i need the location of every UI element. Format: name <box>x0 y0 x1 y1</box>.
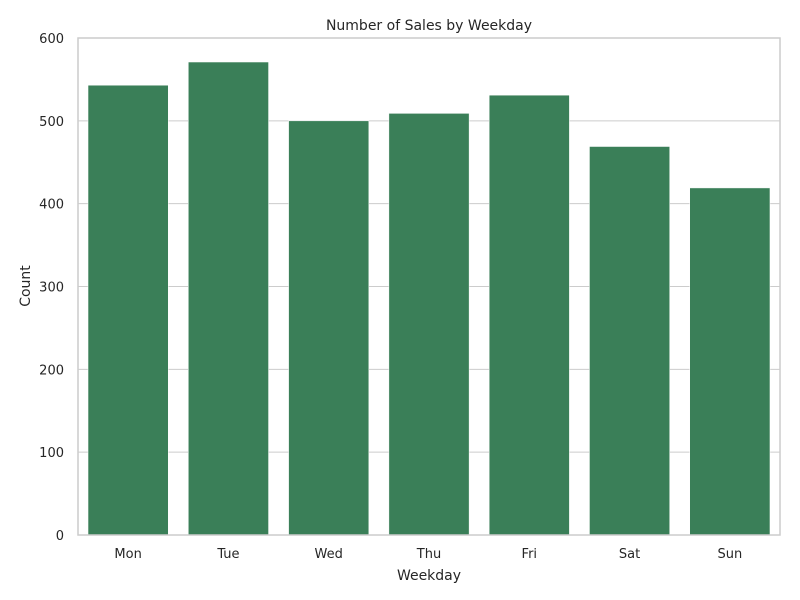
bars <box>87 61 771 536</box>
bar-mon <box>87 84 169 536</box>
y-tick-labels: 0 100 200 300 400 500 600 <box>39 32 64 544</box>
x-tick-labels: Mon Tue Wed Thu Fri Sat Sun <box>114 547 742 562</box>
y-tick-label: 0 <box>56 529 64 544</box>
y-tick-label: 100 <box>39 446 64 461</box>
y-tick-label: 400 <box>39 198 64 213</box>
bar-sun <box>689 187 771 536</box>
bar-fri <box>488 94 570 536</box>
y-axis-label: Count <box>18 265 34 307</box>
y-tick-label: 500 <box>39 115 64 130</box>
bar-sat <box>589 146 670 536</box>
x-tick-label-tue: Tue <box>216 547 239 562</box>
y-tick-label: 600 <box>39 32 64 47</box>
x-tick-label-fri: Fri <box>522 547 538 562</box>
plot-frame <box>77 37 781 536</box>
chart-title: Number of Sales by Weekday <box>326 18 532 34</box>
bar-tue <box>188 61 269 536</box>
x-tick-label-sat: Sat <box>619 547 640 562</box>
bar-wed <box>288 120 370 536</box>
x-axis-label: Weekday <box>397 568 461 584</box>
bar-thu <box>388 113 470 536</box>
x-tick-label-wed: Wed <box>315 547 343 562</box>
y-tick-label: 200 <box>39 363 64 378</box>
x-tick-label-mon: Mon <box>114 547 141 562</box>
y-tick-label: 300 <box>39 281 64 296</box>
x-tick-label-thu: Thu <box>416 547 441 562</box>
x-tick-label-sun: Sun <box>717 547 742 562</box>
